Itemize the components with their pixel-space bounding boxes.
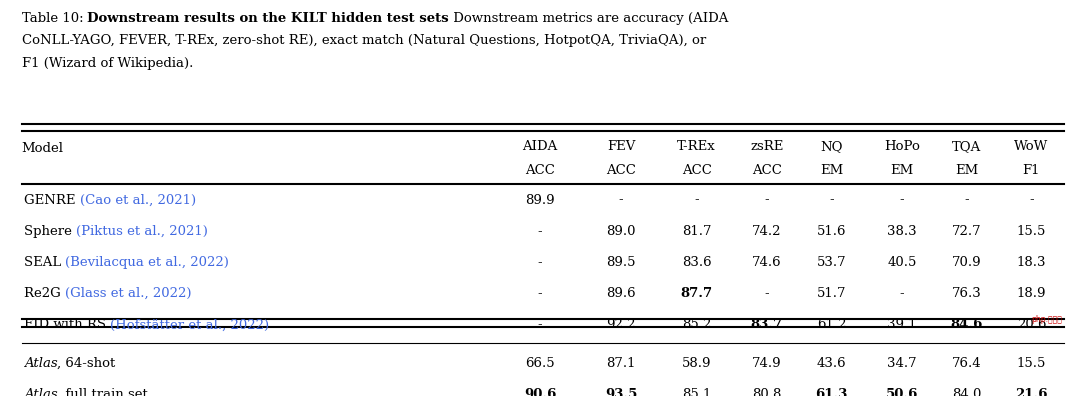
Text: Re2G: Re2G — [24, 287, 65, 300]
Text: 85.2: 85.2 — [681, 318, 712, 331]
Text: 74.9: 74.9 — [752, 357, 782, 370]
Text: Atlas: Atlas — [24, 388, 57, 396]
Text: HoPo: HoPo — [883, 140, 920, 153]
Text: 81.7: 81.7 — [681, 225, 712, 238]
Text: GENRE: GENRE — [24, 194, 80, 207]
Text: (Glass et al., 2022): (Glass et al., 2022) — [65, 287, 191, 300]
Text: Model: Model — [22, 142, 64, 155]
Text: Atlas: Atlas — [24, 357, 57, 370]
Text: 43.6: 43.6 — [816, 357, 847, 370]
Text: ACC: ACC — [525, 164, 555, 177]
Text: -: - — [1029, 194, 1034, 207]
Text: 66.5: 66.5 — [525, 357, 555, 370]
Text: -: - — [619, 194, 623, 207]
Text: 89.5: 89.5 — [606, 256, 636, 269]
Text: 90.6: 90.6 — [524, 388, 556, 396]
Text: FID with RS: FID with RS — [24, 318, 110, 331]
Text: (Hofstätter et al., 2022): (Hofstätter et al., 2022) — [110, 318, 269, 331]
Text: 15.5: 15.5 — [1016, 225, 1047, 238]
Text: 51.6: 51.6 — [816, 225, 847, 238]
Text: 72.7: 72.7 — [951, 225, 982, 238]
Text: EM: EM — [890, 164, 914, 177]
Text: 76.3: 76.3 — [951, 287, 982, 300]
Text: 38.3: 38.3 — [887, 225, 917, 238]
Text: (Piktus et al., 2021): (Piktus et al., 2021) — [76, 225, 207, 238]
Text: -: - — [538, 318, 542, 331]
Text: SEAL: SEAL — [24, 256, 65, 269]
Text: 93.5: 93.5 — [605, 388, 637, 396]
Text: WoW: WoW — [1014, 140, 1049, 153]
Text: 15.5: 15.5 — [1016, 357, 1047, 370]
Text: 83.6: 83.6 — [681, 256, 712, 269]
Text: 84.0: 84.0 — [951, 388, 982, 396]
Text: 76.4: 76.4 — [951, 357, 982, 370]
Text: 89.6: 89.6 — [606, 287, 636, 300]
Text: 89.9: 89.9 — [525, 194, 555, 207]
Text: 50.6: 50.6 — [886, 388, 918, 396]
Text: -: - — [964, 194, 969, 207]
Text: 20.6: 20.6 — [1016, 318, 1047, 331]
Text: F1 (Wizard of Wikipedia).: F1 (Wizard of Wikipedia). — [22, 57, 193, 70]
Text: 21.6: 21.6 — [1015, 388, 1048, 396]
Text: zsRE: zsRE — [751, 140, 783, 153]
Text: -: - — [829, 194, 834, 207]
Text: 85.1: 85.1 — [681, 388, 712, 396]
Text: 18.9: 18.9 — [1016, 287, 1047, 300]
Text: CoNLL-YAGO, FEVER, T-REx, zero-shot RE), exact match (Natural Questions, HotpotQ: CoNLL-YAGO, FEVER, T-REx, zero-shot RE),… — [22, 34, 706, 47]
Text: -: - — [538, 256, 542, 269]
Text: 34.7: 34.7 — [887, 357, 917, 370]
Text: 84.6: 84.6 — [950, 318, 983, 331]
Text: ACC: ACC — [606, 164, 636, 177]
Text: (Bevilacqua et al., 2022): (Bevilacqua et al., 2022) — [65, 256, 229, 269]
Text: NQ: NQ — [821, 140, 842, 153]
Text: 53.7: 53.7 — [816, 256, 847, 269]
Text: 83.7: 83.7 — [751, 318, 783, 331]
Text: T-REx: T-REx — [677, 140, 716, 153]
Text: 39.1: 39.1 — [887, 318, 917, 331]
Text: Table 10:: Table 10: — [22, 11, 87, 25]
Text: 87.1: 87.1 — [606, 357, 636, 370]
Text: -: - — [900, 194, 904, 207]
Text: -: - — [900, 287, 904, 300]
Text: ACC: ACC — [752, 164, 782, 177]
Text: 70.9: 70.9 — [951, 256, 982, 269]
Text: -: - — [694, 194, 699, 207]
Text: F1: F1 — [1023, 164, 1040, 177]
Text: -: - — [538, 225, 542, 238]
Text: TQA: TQA — [951, 140, 982, 153]
Text: AIDA: AIDA — [523, 140, 557, 153]
Text: 87.7: 87.7 — [680, 287, 713, 300]
Text: , 64-shot: , 64-shot — [57, 357, 116, 370]
Text: 58.9: 58.9 — [681, 357, 712, 370]
Text: -: - — [765, 287, 769, 300]
Text: Sphere: Sphere — [24, 225, 76, 238]
Text: php.中文网: php.中文网 — [1030, 314, 1062, 324]
Text: 74.2: 74.2 — [752, 225, 782, 238]
Text: 51.7: 51.7 — [816, 287, 847, 300]
Text: -: - — [538, 287, 542, 300]
Text: FEV: FEV — [607, 140, 635, 153]
Text: 89.0: 89.0 — [606, 225, 636, 238]
Text: EM: EM — [820, 164, 843, 177]
Text: 18.3: 18.3 — [1016, 256, 1047, 269]
Text: Downstream results on the KILT hidden test sets: Downstream results on the KILT hidden te… — [87, 11, 449, 25]
Text: 61.2: 61.2 — [816, 318, 847, 331]
Text: ACC: ACC — [681, 164, 712, 177]
Text: -: - — [765, 194, 769, 207]
Text: Downstream metrics are accuracy (AIDA: Downstream metrics are accuracy (AIDA — [449, 11, 729, 25]
Text: 61.3: 61.3 — [815, 388, 848, 396]
Text: 80.8: 80.8 — [752, 388, 782, 396]
Text: (Cao et al., 2021): (Cao et al., 2021) — [80, 194, 195, 207]
Text: EM: EM — [955, 164, 978, 177]
Text: 92.2: 92.2 — [606, 318, 636, 331]
Text: 40.5: 40.5 — [887, 256, 917, 269]
Text: 74.6: 74.6 — [752, 256, 782, 269]
Text: , full train set: , full train set — [57, 388, 148, 396]
